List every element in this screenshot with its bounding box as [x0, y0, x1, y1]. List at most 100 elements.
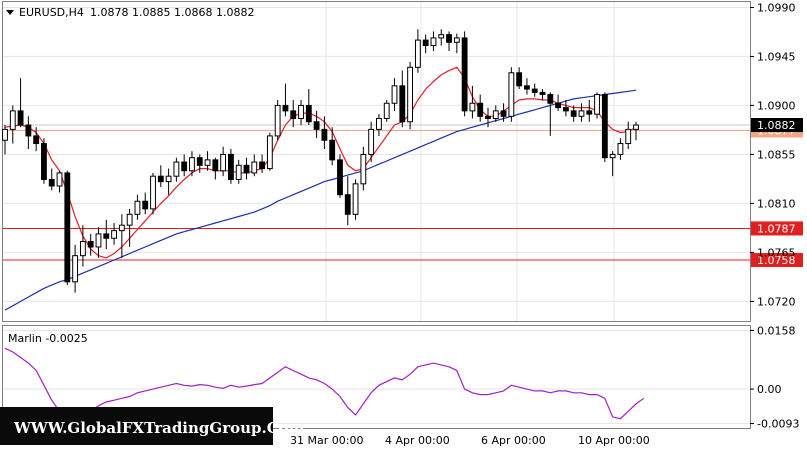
candle — [220, 146, 227, 177]
candle-body — [212, 159, 219, 172]
candle — [79, 225, 86, 267]
level-price-tag — [751, 253, 803, 268]
candle — [118, 214, 125, 258]
candle-body — [220, 153, 227, 172]
candle — [376, 114, 382, 136]
candle-body — [266, 135, 273, 170]
candle — [570, 105, 577, 122]
candle — [204, 151, 211, 171]
time-tick-label: 6 Apr 00:00 — [481, 434, 546, 447]
candle — [438, 29, 445, 46]
candle-body — [25, 124, 32, 137]
candle-body — [95, 233, 102, 248]
time-tick-label: 31 Mar 00:00 — [290, 434, 363, 447]
candle — [189, 151, 195, 177]
candle — [337, 154, 343, 198]
candle-body — [48, 178, 55, 187]
main-grid — [3, 2, 750, 321]
candle-body — [555, 102, 562, 109]
candle — [586, 99, 593, 122]
candle-body — [321, 128, 328, 141]
candle — [17, 78, 24, 128]
candle-body — [251, 161, 258, 174]
candle — [516, 67, 523, 90]
candle-body — [500, 110, 507, 117]
candle — [617, 138, 624, 160]
candle-body — [376, 117, 382, 130]
candle-body — [337, 159, 343, 196]
candle — [259, 154, 265, 173]
candle-body — [516, 72, 523, 87]
candle — [360, 146, 367, 191]
price-tick-label: 1.0945 — [757, 50, 796, 63]
candle — [461, 31, 468, 117]
candle-body — [469, 102, 476, 112]
candle-body — [41, 143, 47, 180]
candle-body — [235, 164, 242, 180]
candle — [453, 33, 460, 54]
candle-body — [87, 241, 94, 248]
candle-body — [414, 39, 421, 68]
candle-body — [570, 110, 577, 117]
candle — [446, 31, 452, 51]
candle — [414, 29, 421, 73]
candle — [227, 148, 234, 184]
candle-body — [594, 94, 600, 115]
candle — [407, 61, 414, 130]
candle — [321, 116, 328, 149]
candle — [562, 99, 569, 117]
candle-body — [492, 110, 499, 119]
candle — [150, 172, 156, 215]
candle — [33, 127, 40, 152]
price-tick-label: 1.0810 — [757, 197, 796, 210]
candle — [111, 223, 117, 245]
candle-body — [539, 91, 546, 96]
price-tick-label: 1.0990 — [757, 1, 796, 14]
candle-body — [72, 255, 79, 283]
candle-body — [173, 161, 180, 177]
candle-body — [33, 135, 40, 145]
candle — [305, 89, 312, 126]
price-tick-label: 1.0855 — [757, 148, 796, 161]
candle-body — [103, 233, 110, 239]
candle-body — [17, 110, 24, 126]
candle — [383, 99, 390, 122]
candle — [243, 157, 250, 180]
candle-body — [142, 200, 149, 210]
candle-body — [625, 128, 632, 145]
candle-body — [547, 94, 554, 104]
candle — [2, 125, 8, 155]
candle — [500, 103, 507, 122]
candle — [485, 107, 491, 128]
candle-body — [422, 39, 429, 47]
candle — [212, 157, 219, 180]
candle-body — [531, 88, 538, 93]
candle — [72, 244, 79, 293]
collapse-triangle-icon[interactable] — [6, 10, 14, 15]
candle-body — [609, 153, 616, 159]
candle — [601, 92, 608, 163]
candle-body — [368, 128, 375, 155]
indicator-tick-label: 0.0158 — [757, 324, 796, 337]
candle-body — [562, 107, 569, 112]
candle — [274, 99, 281, 141]
candle — [539, 89, 546, 100]
moving-average-slow-line — [4, 89, 637, 311]
candle-body — [461, 37, 468, 112]
candle — [103, 219, 110, 250]
candle-body — [150, 175, 156, 210]
candle-body — [290, 110, 297, 119]
main-plot-frame — [2, 1, 751, 322]
moving-averages — [4, 66, 637, 311]
watermark-text: WWW.GlobalFXTradingGroup.Com — [13, 419, 305, 437]
candle — [430, 31, 437, 51]
candle-body — [165, 175, 172, 183]
candle — [181, 154, 188, 177]
candle-body — [189, 157, 195, 172]
candle — [625, 121, 632, 149]
price-tick-label: 1.0720 — [757, 295, 796, 308]
chart-header-symbol: EURUSD,H4 — [19, 6, 84, 19]
candle — [266, 132, 273, 171]
candle — [344, 176, 351, 226]
